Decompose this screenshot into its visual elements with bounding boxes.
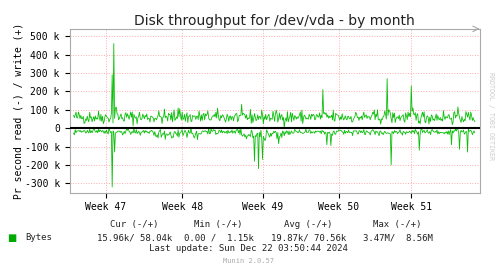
Text: Munin 2.0.57: Munin 2.0.57 — [223, 258, 274, 264]
Text: ■: ■ — [7, 233, 17, 243]
Title: Disk throughput for /dev/vda - by month: Disk throughput for /dev/vda - by month — [134, 14, 415, 28]
Y-axis label: Pr second read (-) / write (+): Pr second read (-) / write (+) — [13, 23, 23, 199]
Text: Bytes: Bytes — [25, 233, 52, 242]
Text: 19.87k/ 70.56k: 19.87k/ 70.56k — [270, 233, 346, 242]
Text: 3.47M/  8.56M: 3.47M/ 8.56M — [363, 233, 432, 242]
Text: Min (-/+): Min (-/+) — [194, 220, 243, 229]
Text: Last update: Sun Dec 22 03:50:44 2024: Last update: Sun Dec 22 03:50:44 2024 — [149, 244, 348, 253]
Text: RRDTOOL / TOBI OETIKER: RRDTOOL / TOBI OETIKER — [488, 72, 494, 160]
Text: Cur (-/+): Cur (-/+) — [110, 220, 159, 229]
Text: Max (-/+): Max (-/+) — [373, 220, 422, 229]
Text: 0.00 /  1.15k: 0.00 / 1.15k — [184, 233, 253, 242]
Text: Avg (-/+): Avg (-/+) — [284, 220, 332, 229]
Text: 15.96k/ 58.04k: 15.96k/ 58.04k — [96, 233, 172, 242]
